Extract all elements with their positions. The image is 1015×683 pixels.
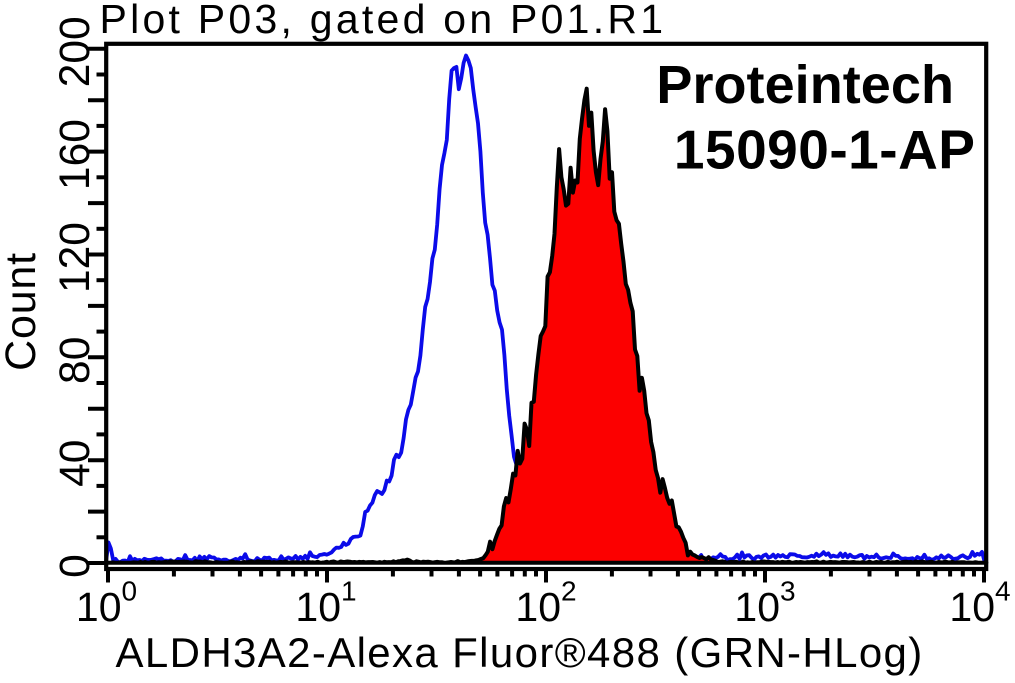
svg-text:40: 40 — [52, 440, 99, 487]
svg-text:0: 0 — [52, 554, 99, 578]
svg-text:ALDH3A2-Alexa Fluor®488 (GRN-H: ALDH3A2-Alexa Fluor®488 (GRN-HLog) — [116, 629, 924, 676]
svg-text:200: 200 — [52, 16, 99, 87]
svg-text:Count: Count — [0, 252, 45, 371]
svg-text:160: 160 — [52, 119, 99, 190]
svg-text:15090-1-AP: 15090-1-AP — [674, 119, 976, 181]
svg-text:80: 80 — [52, 337, 99, 384]
svg-text:Proteintech: Proteintech — [656, 55, 954, 115]
svg-text:Plot P03, gated on P01.R1: Plot P03, gated on P01.R1 — [100, 0, 667, 42]
svg-text:120: 120 — [52, 222, 99, 293]
